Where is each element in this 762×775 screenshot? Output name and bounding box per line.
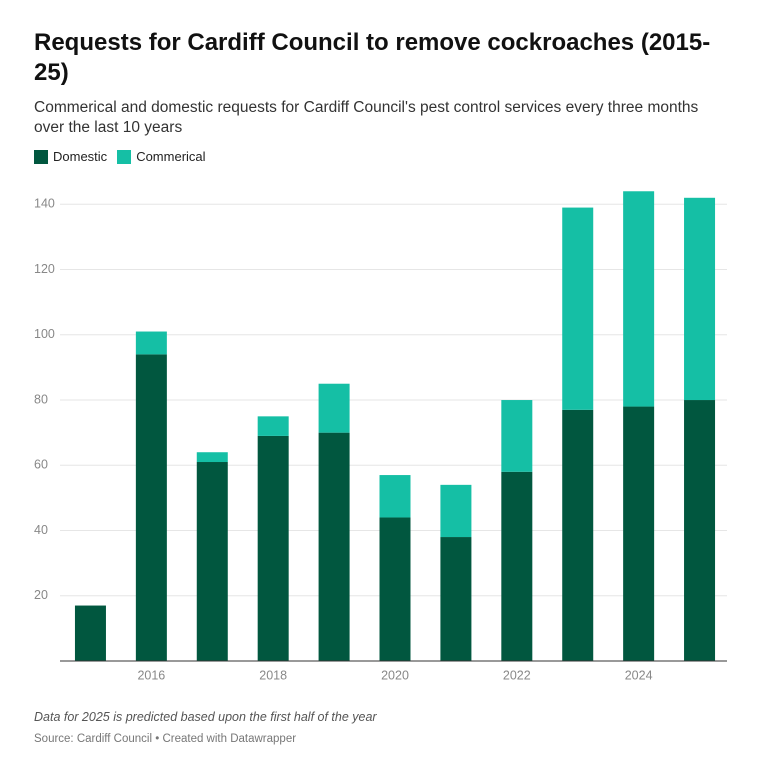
x-tick-label: 2020 — [381, 668, 409, 682]
bar-segment — [135, 331, 167, 355]
legend-item: Domestic — [34, 149, 107, 164]
bar-segment — [501, 471, 533, 661]
bar-segment — [379, 475, 411, 518]
bar-segment — [257, 416, 289, 436]
y-tick-label: 100 — [34, 327, 55, 341]
x-tick-label: 2022 — [503, 668, 531, 682]
legend-label: Commerical — [136, 149, 206, 164]
legend-label: Domestic — [53, 149, 108, 164]
bar-segment — [196, 452, 228, 463]
chart-subtitle: Commerical and domestic requests for Car… — [34, 99, 699, 136]
bar-segment — [318, 432, 350, 661]
bar-segment — [257, 435, 289, 661]
bar-segment — [562, 409, 594, 661]
bar-segment — [623, 406, 655, 661]
y-tick-label: 40 — [34, 523, 48, 537]
bar-segment — [623, 191, 655, 407]
bar-segment — [684, 197, 716, 401]
note: Data for 2025 is predicted based upon th… — [34, 710, 377, 724]
bar-segment — [501, 400, 533, 472]
bar-segment — [135, 354, 167, 661]
chart-title: Requests for Cardiff Council to remove c… — [34, 29, 711, 86]
bar-segment — [74, 605, 106, 661]
bar-segment — [318, 383, 350, 433]
x-tick-label: 2018 — [259, 668, 287, 682]
y-tick-label: 60 — [34, 458, 48, 472]
legend-swatch — [34, 149, 48, 164]
x-tick-label: 2016 — [137, 668, 165, 682]
source: Source: Cardiff Council • Created with D… — [34, 733, 297, 745]
legend-swatch — [117, 149, 132, 164]
bar-segment — [440, 537, 472, 661]
bar-segment — [440, 484, 472, 538]
bar-segment — [684, 400, 716, 661]
y-tick-label: 20 — [34, 588, 48, 602]
y-tick-label: 80 — [34, 392, 48, 406]
bar-segment — [562, 207, 594, 410]
bar-segment — [196, 462, 228, 661]
y-tick-label: 140 — [34, 197, 55, 211]
x-tick-label: 2024 — [625, 668, 653, 682]
y-tick-label: 120 — [34, 262, 55, 276]
legend-item: Commerical — [117, 149, 206, 164]
legend: Domestic Commerical — [34, 149, 206, 164]
bar-segment — [379, 517, 411, 661]
